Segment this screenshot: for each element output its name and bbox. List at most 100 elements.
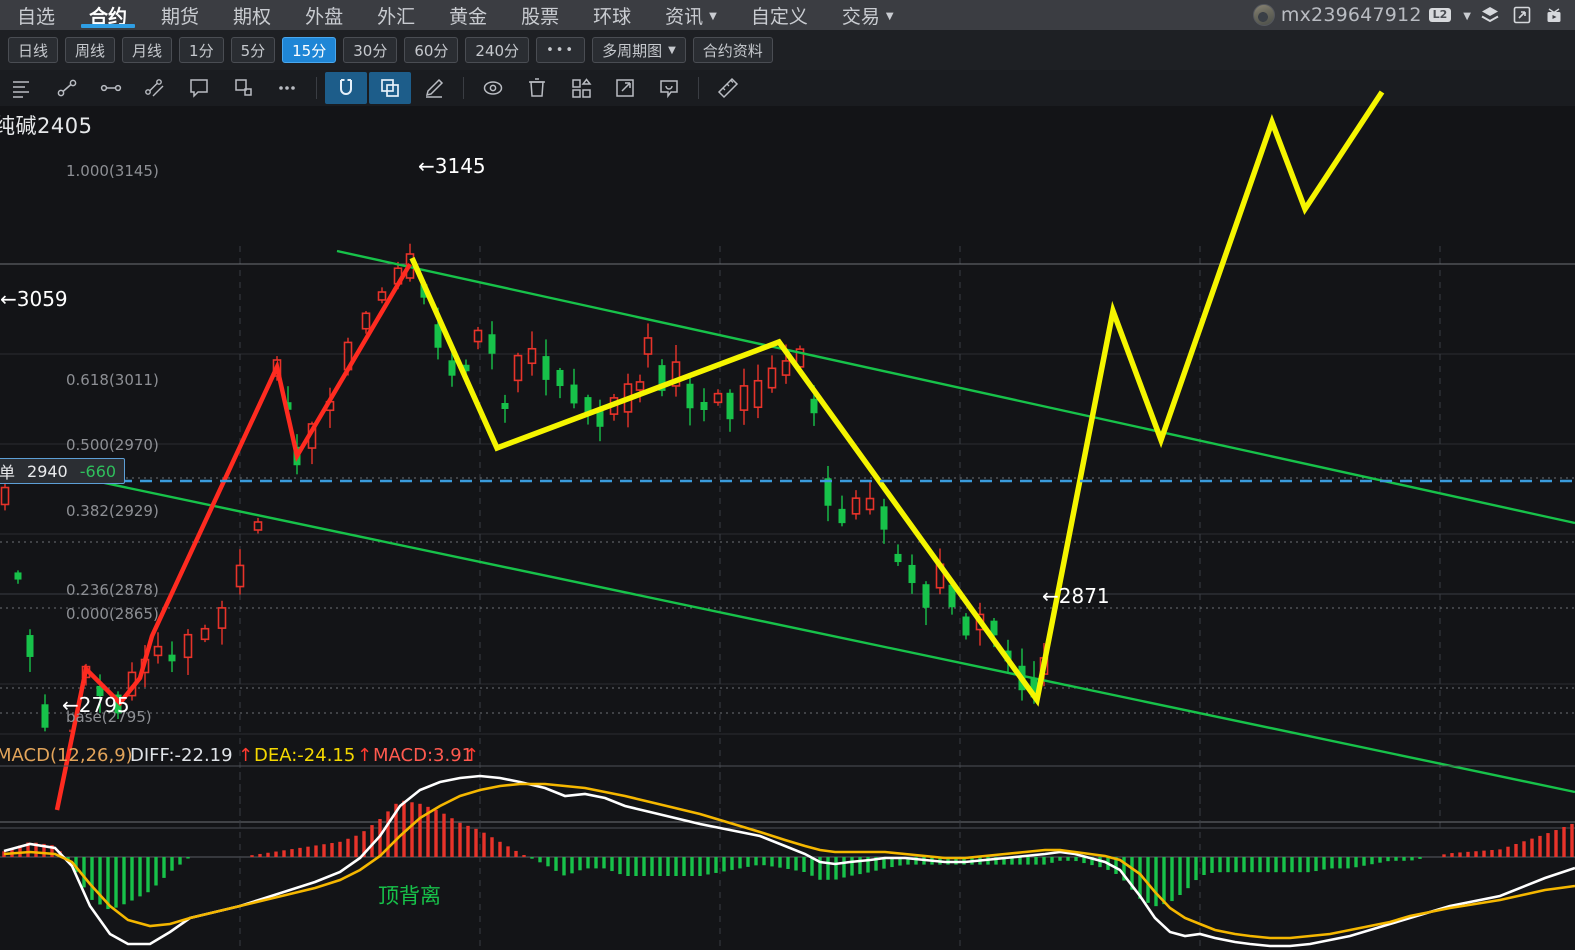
- nav-item-zixun[interactable]: 资讯 ▼: [648, 0, 734, 30]
- nav-label: 期货: [161, 5, 200, 28]
- magnet-icon[interactable]: [325, 72, 367, 104]
- position-type-label: 单: [0, 463, 16, 482]
- period-button-monthly[interactable]: 月线: [122, 37, 173, 63]
- macd-diff-line: [3, 774, 1575, 948]
- nav-label: 合约: [89, 5, 128, 28]
- nav-item-gupiao[interactable]: 股票: [504, 0, 576, 30]
- nav-label: 自定义: [750, 5, 808, 28]
- position-price-tag[interactable]: 单 2940 -660: [0, 458, 126, 484]
- l2-level-badge: L2: [1428, 8, 1452, 22]
- visibility-icon[interactable]: [472, 72, 514, 104]
- toolbar-divider: [463, 77, 464, 99]
- nav-item-jiaoyi[interactable]: 交易 ▼: [825, 0, 911, 30]
- symbol-title: 纯碱2405: [0, 114, 93, 138]
- fib-label-0618: 0.618(3011): [66, 371, 159, 389]
- nav-item-heyue[interactable]: 合约: [72, 0, 144, 30]
- multi-period-chart-button[interactable]: 多周期图 ▼: [592, 37, 686, 63]
- ruler-icon[interactable]: [707, 72, 749, 104]
- nav-item-waipan[interactable]: 外盘: [288, 0, 360, 30]
- clone-layers-icon[interactable]: [369, 72, 411, 104]
- trend-channel-lines[interactable]: [0, 249, 1575, 794]
- nav-item-qihuo[interactable]: 期货: [144, 0, 216, 30]
- nav-item-zixuan[interactable]: 自选: [0, 0, 72, 30]
- nav-item-huanqiu[interactable]: 环球: [576, 0, 648, 30]
- period-button-5min[interactable]: 5分: [230, 37, 276, 63]
- period-button-daily[interactable]: 日线: [8, 37, 59, 63]
- user-name-label: mx239647912: [1280, 4, 1422, 26]
- period-toolbar: 日线 周线 月线 1分 5分 15分 30分 60分 240分 ••• 多周期图…: [0, 30, 1575, 70]
- rectangle-shape-icon[interactable]: [222, 72, 264, 104]
- nav-label: 资讯: [665, 5, 704, 28]
- macd-dea-arrow: ↑: [357, 745, 372, 766]
- period-label: 周线: [75, 41, 106, 60]
- expand-window-icon[interactable]: [1509, 0, 1535, 30]
- nav-item-qiquan[interactable]: 期权: [216, 0, 288, 30]
- trend-line-icon[interactable]: [46, 72, 88, 104]
- pencil-icon[interactable]: [413, 72, 455, 104]
- period-button-30min[interactable]: 30分: [343, 37, 398, 63]
- nav-label: 期权: [233, 5, 272, 28]
- avatar-icon: [1252, 4, 1275, 26]
- fib-label-0236: 0.236(2878): [66, 581, 159, 599]
- divergence-top-label: 顶背离: [378, 884, 441, 908]
- user-account-area[interactable]: mx239647912 L2 ▼: [1252, 0, 1575, 30]
- position-pnl-value: -660: [79, 461, 117, 481]
- period-label: 1分: [189, 41, 214, 60]
- period-button-60min[interactable]: 60分: [404, 37, 459, 63]
- more-tools-icon[interactable]: [266, 72, 308, 104]
- macd-title: MACD(12,26,9): [0, 745, 133, 766]
- user-dropdown-caret-icon[interactable]: ▼: [1463, 10, 1471, 22]
- period-label: 5分: [240, 41, 266, 60]
- nav-item-zidingyi[interactable]: 自定义: [734, 0, 825, 30]
- macd-dea-value: DEA:-24.15: [254, 745, 355, 766]
- parallel-channel-icon[interactable]: [134, 72, 176, 104]
- nav-item-waihui[interactable]: 外汇: [360, 0, 432, 30]
- red-wave-annotation[interactable]: [54, 262, 412, 811]
- nav-item-huangjin[interactable]: 黄金: [432, 0, 504, 30]
- period-label: 月线: [132, 41, 163, 60]
- fib-label-base: base(2795): [66, 708, 152, 726]
- more-periods-button[interactable]: •••: [536, 37, 586, 63]
- top-navigation-bar: 自选 合约 期货 期权 外盘 外汇 黄金 股票 环球 资讯 ▼ 自定义 交易 ▼…: [0, 0, 1575, 30]
- annotation-3059: ←3059: [0, 287, 68, 311]
- yellow-projection-path[interactable]: [409, 90, 1385, 707]
- share-export-icon[interactable]: [604, 72, 646, 104]
- chevron-down-icon: ▼: [668, 44, 676, 56]
- macd-diff-arrow: ↑: [238, 745, 253, 766]
- candlestick-series: [0, 243, 1049, 732]
- fib-label-0500: 0.500(2970): [66, 436, 159, 454]
- fib-label-1000: 1.000(3145): [66, 162, 159, 180]
- macd-diff-value: DIFF:-22.19: [130, 745, 233, 766]
- macd-dea-line: [3, 782, 1575, 940]
- period-button-weekly[interactable]: 周线: [65, 37, 116, 63]
- trash-icon[interactable]: [516, 72, 558, 104]
- period-button-240min[interactable]: 240分: [465, 37, 530, 63]
- chevron-down-icon: ▼: [709, 10, 717, 22]
- macd-value: MACD:3.91: [373, 745, 473, 766]
- toolbar-divider: [316, 77, 317, 99]
- contract-info-label: 合约资料: [702, 41, 763, 60]
- layers-icon[interactable]: [1477, 0, 1503, 30]
- nav-label: 自选: [17, 5, 56, 28]
- nav-label: 交易: [841, 5, 880, 28]
- macd-histogram: [2, 800, 1574, 910]
- fibonacci-levels: [0, 263, 1575, 823]
- contract-info-button[interactable]: 合约资料: [692, 37, 773, 63]
- price-grid: [0, 246, 1575, 832]
- nav-spacer: [911, 0, 1253, 30]
- nav-label: 环球: [593, 5, 632, 28]
- comment-icon[interactable]: [648, 72, 690, 104]
- period-button-15min[interactable]: 15分: [282, 37, 337, 63]
- multi-period-label: 多周期图: [602, 41, 663, 60]
- nav-label: 黄金: [449, 5, 488, 28]
- tv-broadcast-icon[interactable]: [1541, 0, 1567, 30]
- segment-icon[interactable]: [90, 72, 132, 104]
- period-label: 日线: [18, 41, 49, 60]
- period-button-1min[interactable]: 1分: [179, 37, 224, 63]
- flag-note-icon[interactable]: [178, 72, 220, 104]
- text-lines-icon[interactable]: [2, 72, 44, 104]
- chart-canvas[interactable]: 1.000(3145) 0.618(3011) 0.500(2970) 0.38…: [0, 90, 1575, 950]
- nav-label: 外盘: [305, 5, 344, 28]
- chart-stage[interactable]: 纯碱2405: [0, 90, 1575, 950]
- grid-templates-icon[interactable]: [560, 72, 602, 104]
